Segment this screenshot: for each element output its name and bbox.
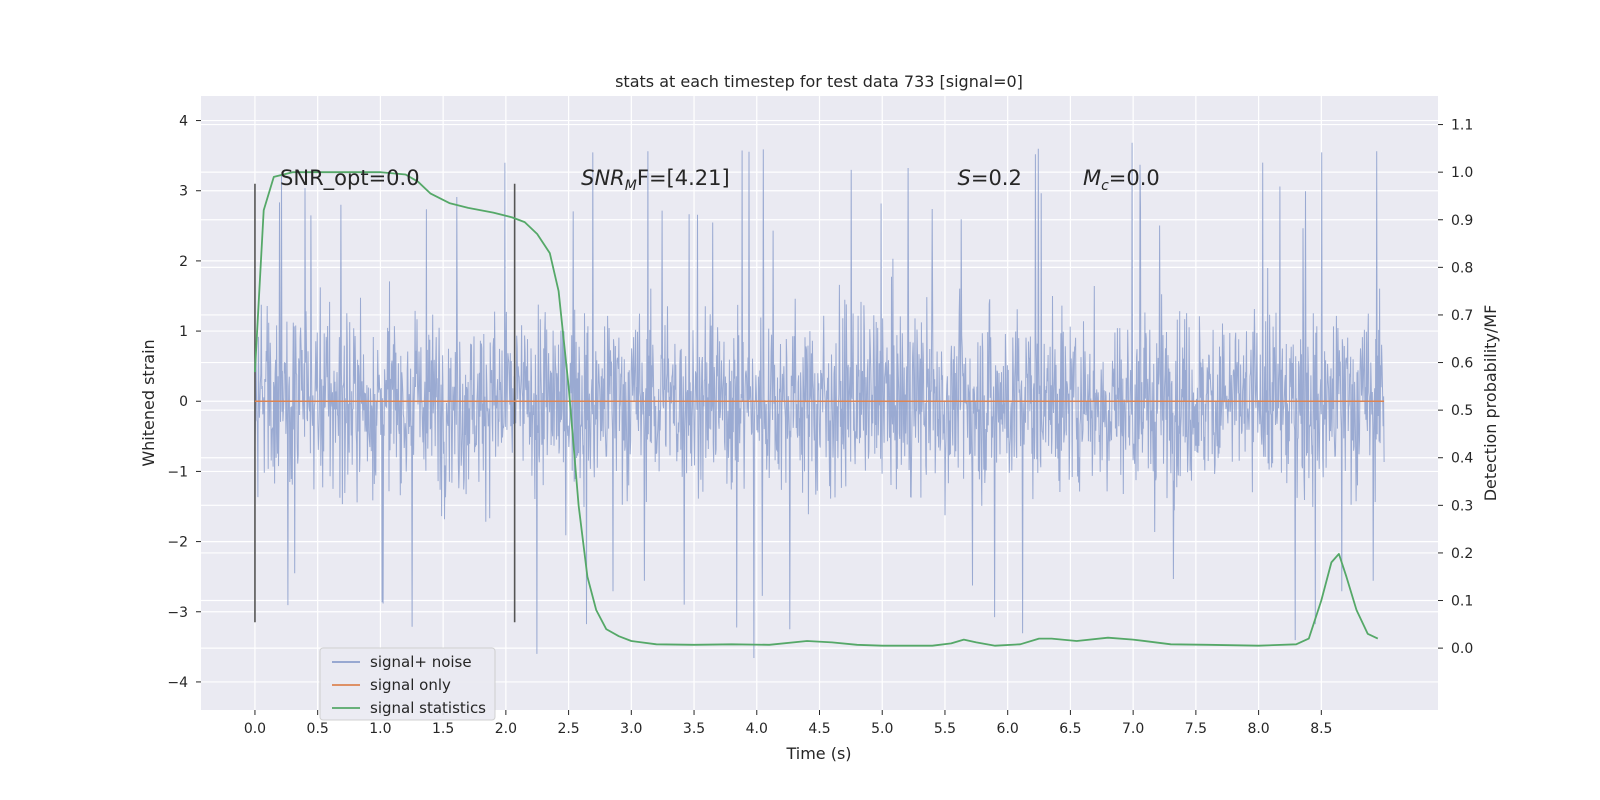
y2-tick-label: 0.0 xyxy=(1451,641,1473,657)
x-tick-label: 5.0 xyxy=(871,721,893,737)
chart-title: stats at each timestep for test data 733… xyxy=(615,72,1023,91)
annotations: SNR_opt=0.0 SNRMF=[4.21] S=0.2 Mc=0.0 xyxy=(280,166,1160,194)
x-tick-label: 4.5 xyxy=(808,721,830,737)
annotation-main: M xyxy=(1083,166,1101,190)
series-signal-statistics xyxy=(254,171,1379,647)
annotation-subscript: c xyxy=(1101,178,1109,194)
noise-line xyxy=(254,142,1385,659)
annotation-3: Mc=0.0 xyxy=(1083,166,1160,194)
x-axis-ticks: 0.0 0.5 1.0 1.5 2.0 2.5 3.0 3.5 4.0 4.5 5.0 5.5 6.0 6… xyxy=(244,710,1332,737)
x-tick-label: 8.0 xyxy=(1247,721,1269,737)
y2-tick-label: 1.1 xyxy=(1451,118,1473,134)
x-tick-label: 2.5 xyxy=(557,721,579,737)
x-tick-label: 0.0 xyxy=(244,721,266,737)
x-tick-label: 1.5 xyxy=(432,721,454,737)
x-tick-label: 6.5 xyxy=(1059,721,1081,737)
y-tick-label: 1 xyxy=(179,324,188,340)
y2-tick-label: 0.4 xyxy=(1451,451,1473,467)
x-axis-label: Time (s) xyxy=(785,744,851,763)
x-tick-label: 0.5 xyxy=(307,721,329,737)
legend-label-noise: signal+ noise xyxy=(370,653,472,671)
annotation-main: SNR xyxy=(581,166,625,190)
x-tick-label: 5.5 xyxy=(934,721,956,737)
y2-tick-label: 0.3 xyxy=(1451,498,1473,514)
y2-tick-label: 0.1 xyxy=(1451,594,1473,610)
y2-tick-label: 0.7 xyxy=(1451,308,1473,324)
y2-tick-label: 1.0 xyxy=(1451,165,1473,181)
legend-label-signal-only: signal only xyxy=(370,676,451,694)
y-tick-label: −1 xyxy=(167,464,188,480)
legend: signal+ noise signal only signal statist… xyxy=(319,647,496,721)
y2-tick-label: 0.2 xyxy=(1451,546,1473,562)
annotation-value: =0.0 xyxy=(1109,166,1160,190)
y-axis-label: Whitened strain xyxy=(139,339,158,466)
y2-tick-label: 0.8 xyxy=(1451,260,1473,276)
y-tick-label: −4 xyxy=(167,675,188,691)
annotation-value: F=[4.21] xyxy=(637,166,730,190)
legend-label-statistics: signal statistics xyxy=(370,699,486,717)
x-tick-label: 3.5 xyxy=(683,721,705,737)
series-signal-noise xyxy=(254,142,1385,659)
vertical-markers xyxy=(254,183,516,623)
y2-tick-label: 0.9 xyxy=(1451,213,1473,229)
annotation-subscript: M xyxy=(625,178,637,194)
statistics-line xyxy=(254,171,1379,647)
x-tick-label: 1.0 xyxy=(369,721,391,737)
x-tick-label: 6.0 xyxy=(997,721,1019,737)
annotation-1: SNRMF=[4.21] xyxy=(581,166,730,194)
x-tick-label: 7.0 xyxy=(1122,721,1144,737)
annotation-2: S=0.2 xyxy=(958,166,1022,190)
y2-tick-label: 0.5 xyxy=(1451,403,1473,419)
annotation-main: S xyxy=(958,166,971,190)
x-tick-label: 4.0 xyxy=(746,721,768,737)
legend-box xyxy=(319,647,496,721)
x-tick-label: 3.0 xyxy=(620,721,642,737)
y-tick-label: 0 xyxy=(179,394,188,410)
x-tick-label: 2.0 xyxy=(495,721,517,737)
x-tick-label: 8.5 xyxy=(1310,721,1332,737)
y-tick-label: 4 xyxy=(179,114,188,130)
annotation-0: SNR_opt=0.0 xyxy=(280,166,420,191)
annotation-value: =0.2 xyxy=(971,166,1022,190)
x-tick-label: 7.5 xyxy=(1185,721,1207,737)
y-tick-label: −2 xyxy=(167,535,188,551)
y2-tick-label: 0.6 xyxy=(1451,356,1473,372)
y-tick-label: 2 xyxy=(179,254,188,270)
y2-axis-label: Detection probability/MF xyxy=(1481,305,1500,502)
y-tick-label: 3 xyxy=(179,184,188,200)
y2-axis-ticks: 0.0 0.1 0.2 0.3 0.4 0.5 0.6 0.7 0.8 0.9 1.0 1.1 xyxy=(1438,118,1473,657)
y-axis-ticks: −4 −3 −2 −1 0 1 2 3 4 xyxy=(167,114,201,691)
y-tick-label: −3 xyxy=(167,605,188,621)
